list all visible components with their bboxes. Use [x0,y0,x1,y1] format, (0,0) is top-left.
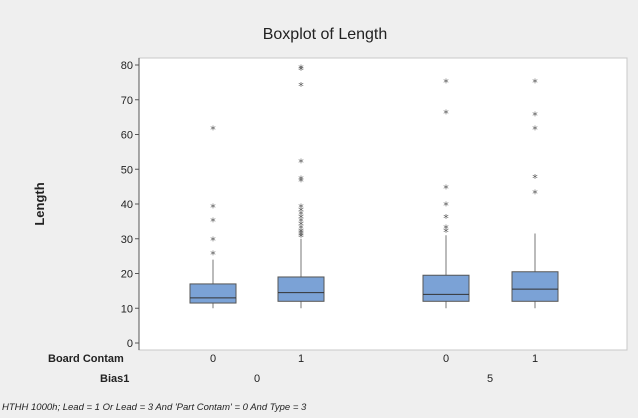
factor-name-bias1: Bias1 [100,373,129,385]
chart-title: Boxplot of Length [263,26,388,43]
iqr-box [511,271,559,302]
outlier-point: * [298,174,304,187]
outlier-point: * [298,156,304,169]
y-tick-label: 10 [121,303,133,315]
outlier-point: * [210,248,216,261]
y-tick-label: 60 [121,130,133,142]
outlier-point: * [443,182,449,195]
outlier-point: * [210,123,216,136]
outlier-point: * [443,76,449,89]
outlier-point: * [532,76,538,89]
box-group: ***************** [277,62,325,309]
outlier-point: * [532,109,538,122]
outlier-point: * [210,215,216,228]
y-tick-label: 50 [121,164,133,176]
y-tick-label: 70 [121,95,133,107]
y-tick-label: 40 [121,199,133,211]
outlier-point: * [298,231,304,244]
outlier-point: * [532,188,538,201]
outlier-point: * [210,234,216,247]
outlier-point: * [298,229,304,242]
outlier-point: * [298,80,304,93]
outlier-point: * [298,228,304,241]
board-contam-label: 1 [298,353,304,365]
y-tick-label: 20 [121,269,133,281]
y-tick-label: 80 [121,60,133,72]
outlier-point: * [298,215,304,228]
outlier-point: * [298,212,304,225]
y-tick-label: 30 [121,234,133,246]
box-group: ******* [422,76,470,309]
box-group: ***** [511,76,559,309]
outlier-point: * [532,172,538,185]
outlier-point: * [443,200,449,213]
outlier-point: * [298,201,304,214]
outlier-point: * [298,222,304,235]
y-tick-label: 0 [127,338,133,350]
y-axis-ticks: 0 10 20 30 40 50 60 70 80 [121,60,139,350]
outlier-point: * [443,226,449,239]
outlier-point: * [298,219,304,232]
bias1-label: 0 [254,373,260,385]
outlier-point: * [532,123,538,136]
outlier-point: * [443,108,449,121]
iqr-box [189,283,237,304]
outlier-point: * [443,212,449,225]
box-group: ***** [189,123,237,309]
outlier-point: * [298,208,304,221]
chart-footnote: HTHH 1000h; Lead = 1 Or Lead = 3 And 'Pa… [2,402,307,413]
outlier-point: * [298,64,304,77]
outlier-point: * [298,175,304,188]
board-contam-label: 0 [210,353,216,365]
factor-name-board-contam: Board Contam [48,353,124,365]
bias1-label: 5 [487,373,493,385]
y-axis-label: Length [32,182,47,225]
board-contam-label: 1 [532,353,538,365]
outlier-point: * [443,222,449,235]
outlier-point: * [298,62,304,75]
board-contam-label: 0 [443,353,449,365]
outlier-point: * [210,201,216,214]
x-axis-labels: 0 1 0 1 0 5 [210,353,538,385]
outlier-point: * [298,226,304,239]
box-series: ********************************** [189,62,559,309]
iqr-box [422,274,470,302]
iqr-box [277,276,325,302]
outlier-point: * [298,205,304,218]
